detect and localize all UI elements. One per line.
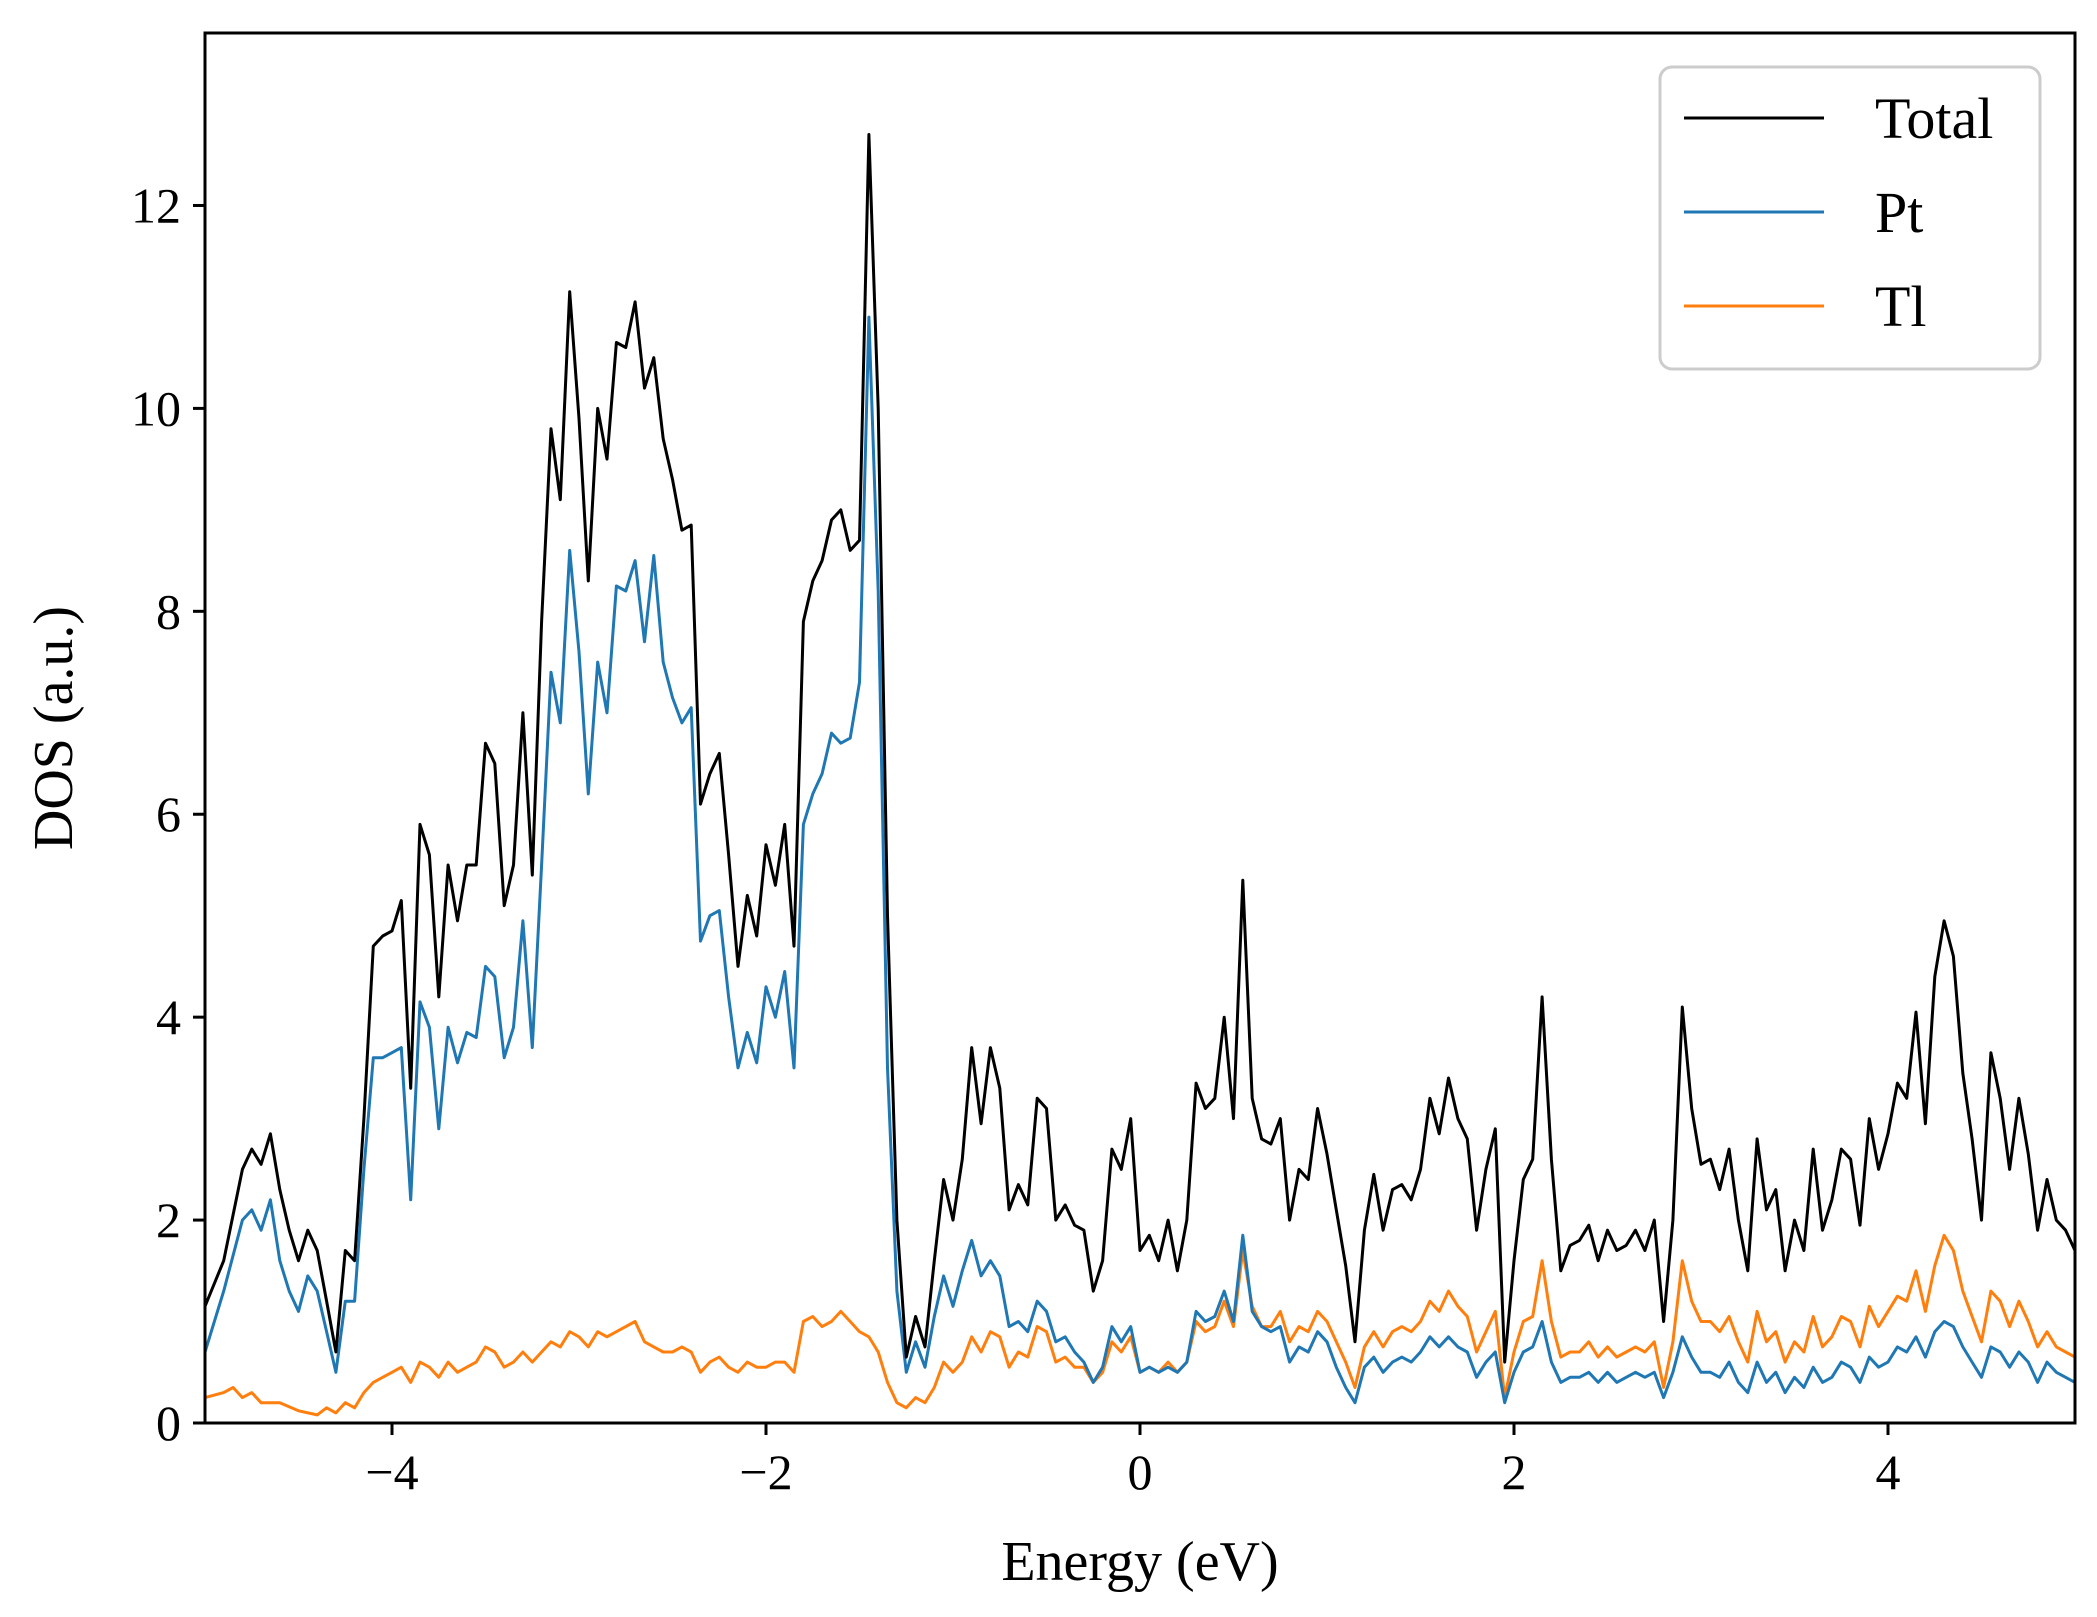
y-tick-label: 2 (156, 1192, 181, 1248)
y-axis-ticks: 0 2 4 6 8 10 12 (131, 177, 205, 1451)
legend-label-total: Total (1875, 86, 1993, 151)
x-tick-label: −4 (365, 1444, 418, 1500)
series-line-pt (205, 315, 2075, 1405)
y-tick-label: 8 (156, 583, 181, 639)
y-tick-label: 12 (131, 177, 181, 233)
legend: Total Pt Tl (1658, 65, 2042, 371)
legend-label-tl: Tl (1875, 274, 1927, 339)
y-tick-label: 0 (156, 1395, 181, 1451)
y-tick-label: 4 (156, 989, 181, 1045)
x-tick-label: −2 (739, 1444, 792, 1500)
y-tick-label: 6 (156, 786, 181, 842)
y-tick-label: 10 (131, 380, 181, 436)
x-tick-label: 4 (1876, 1444, 1901, 1500)
y-axis-label: DOS (a.u.) (23, 606, 85, 850)
x-axis-ticks: −4 −2 0 2 4 (365, 1423, 1901, 1500)
x-tick-label: 2 (1502, 1444, 1527, 1500)
x-axis-label: Energy (eV) (1001, 1531, 1278, 1593)
series-line-total (205, 133, 2075, 1364)
legend-label-pt: Pt (1875, 180, 1923, 245)
series-layer (205, 133, 2075, 1417)
x-tick-label: 0 (1128, 1444, 1153, 1500)
legend-box (1658, 65, 2042, 371)
